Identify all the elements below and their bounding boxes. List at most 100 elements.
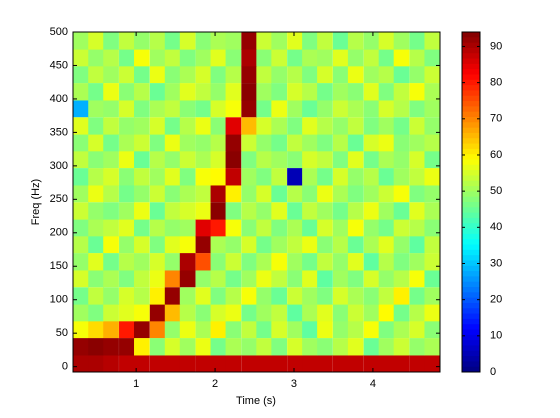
colorbar-segment (462, 324, 480, 330)
heatmap-cell (179, 287, 196, 305)
heatmap-cell (317, 65, 333, 84)
heatmap-cell (179, 168, 196, 186)
heatmap-cell (73, 287, 89, 305)
heatmap-cell (332, 218, 349, 237)
y-tick-label: 300 (50, 160, 68, 172)
heatmap-cell (378, 48, 395, 67)
colorbar-segment (462, 202, 480, 208)
heatmap-cell (271, 303, 288, 322)
heatmap-cell (241, 83, 258, 101)
heatmap-cell (73, 168, 89, 186)
heatmap-cell (103, 253, 119, 271)
heatmap-cell (256, 235, 273, 254)
heatmap-cell (73, 184, 89, 203)
heatmap-cell (119, 354, 135, 373)
heatmap-cell (271, 253, 288, 271)
heatmap-cell (332, 338, 349, 356)
heatmap-cell (302, 269, 318, 288)
colorbar-segment (462, 164, 480, 171)
heatmap-cell (164, 133, 181, 152)
heatmap-cell (103, 354, 119, 373)
heatmap-cell (409, 184, 426, 203)
heatmap-cell (179, 202, 196, 220)
heatmap-cell (287, 117, 303, 135)
heatmap-cell (210, 354, 227, 373)
heatmap-cell (378, 168, 395, 186)
heatmap-cell (302, 133, 318, 152)
y-tick-label: 450 (50, 59, 68, 71)
heatmap-cell (241, 184, 258, 203)
heatmap-cell (103, 32, 119, 50)
heatmap-cell (119, 48, 135, 67)
heatmap-cell (103, 303, 119, 322)
colorbar-tick-label: 30 (490, 257, 502, 269)
heatmap-cell (241, 99, 258, 118)
y-tick-label: 100 (50, 294, 68, 306)
heatmap-cell (271, 99, 288, 118)
heatmap-cell (424, 83, 441, 101)
heatmap-cell (378, 83, 395, 101)
heatmap-cell (347, 83, 364, 101)
heatmap-cell (210, 65, 227, 84)
heatmap-cell (241, 253, 258, 271)
heatmap-cell (302, 202, 318, 220)
heatmap-cell (119, 83, 135, 101)
heatmap-cell (317, 202, 333, 220)
heatmap-cell (317, 133, 333, 152)
heatmap-cell (119, 320, 135, 339)
heatmap-cell (225, 150, 242, 169)
heatmap-cell (378, 32, 395, 50)
heatmap-cell (409, 32, 426, 50)
heatmap-cell (347, 253, 364, 271)
heatmap-cell (302, 338, 318, 356)
colorbar-segment (462, 143, 480, 150)
colorbar-segment (462, 47, 480, 54)
heatmap-cell (424, 202, 441, 220)
heatmap-cell (119, 184, 135, 203)
heatmap-cell (409, 253, 426, 271)
heatmap-cell (317, 48, 333, 67)
heatmap-cell (317, 99, 333, 118)
heatmap-cell (103, 133, 119, 152)
colorbar-tick-label: 60 (490, 149, 502, 161)
heatmap-cell (393, 48, 410, 67)
heatmap-cell (88, 150, 104, 169)
heatmap-cell (317, 218, 333, 237)
heatmap-cell (179, 99, 196, 118)
heatmap-cell (347, 287, 364, 305)
y-tick-label: 50 (56, 327, 68, 339)
heatmap-cell (225, 253, 242, 271)
y-tick-label: 350 (50, 126, 68, 138)
heatmap-cell (302, 168, 318, 186)
heatmap-cell (256, 150, 273, 169)
heatmap-cell (287, 83, 303, 101)
heatmap-cell (302, 65, 318, 84)
heatmap-cell (241, 48, 258, 67)
y-tick-label: 500 (50, 26, 68, 38)
colorbar-segment (462, 292, 480, 299)
heatmap-cell (378, 65, 395, 84)
heatmap-cell (73, 354, 89, 373)
heatmap-cell (393, 99, 410, 118)
heatmap-cell (241, 202, 258, 220)
heatmap-cell (302, 32, 318, 50)
heatmap-cell (210, 32, 227, 50)
heatmap-cell (149, 99, 166, 118)
heatmap-cell (332, 150, 349, 169)
colorbar-segment (462, 334, 480, 341)
heatmap-cell (103, 168, 119, 186)
heatmap-cell (424, 235, 441, 254)
colorbar-segment (462, 223, 480, 230)
heatmap-cell (317, 253, 333, 271)
heatmap-cell (195, 83, 212, 101)
heatmap-cell (317, 269, 333, 288)
heatmap-cell (210, 269, 227, 288)
heatmap-cell (393, 354, 410, 373)
heatmap-cell (149, 65, 166, 84)
heatmap-cell (164, 202, 181, 220)
heatmap-cell (271, 338, 288, 356)
heatmap-cell (195, 320, 212, 339)
heatmap-cell (241, 133, 258, 152)
heatmap-cell (271, 287, 288, 305)
heatmap-cell (88, 235, 104, 254)
